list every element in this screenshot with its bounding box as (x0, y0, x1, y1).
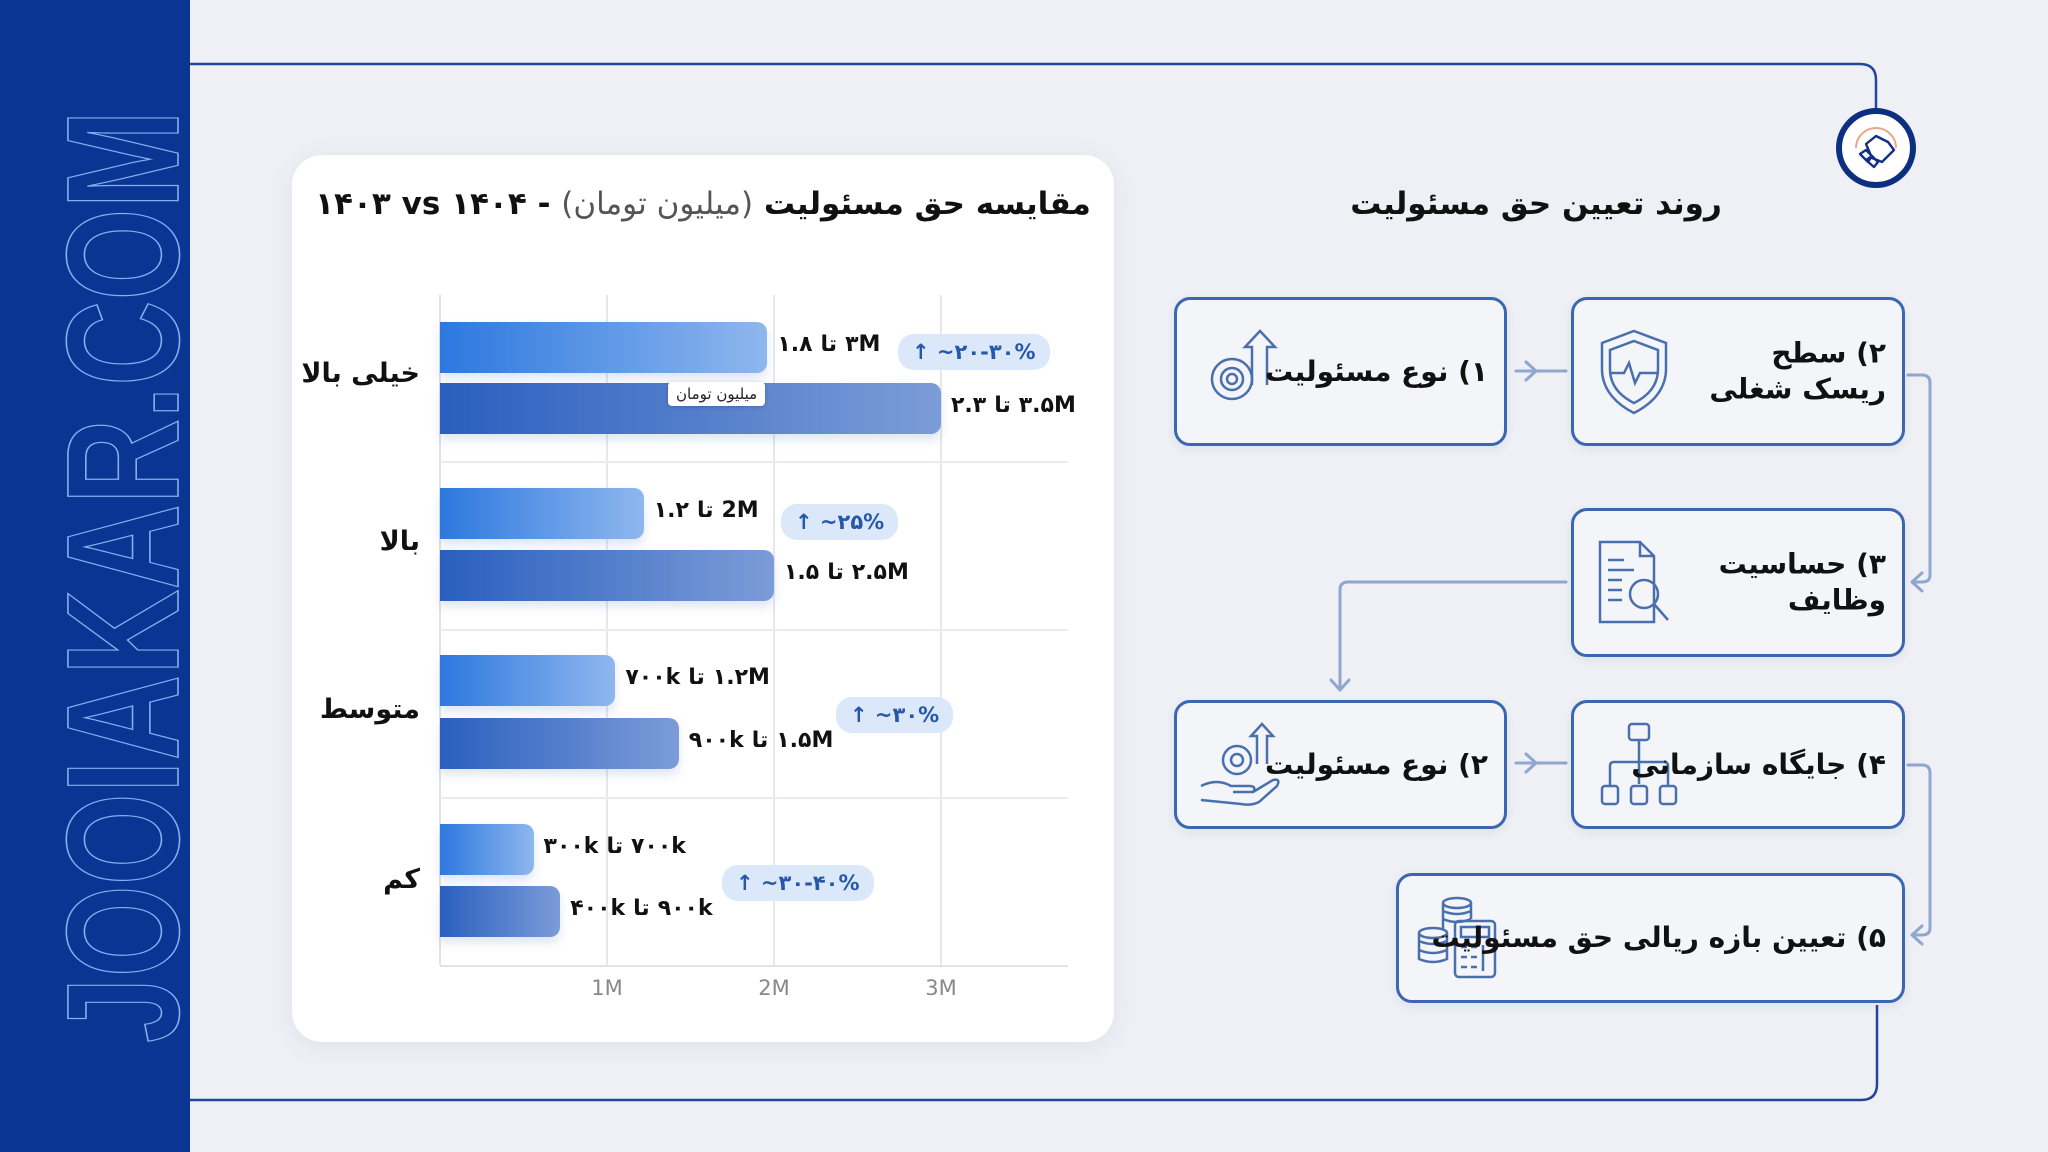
row-separator (440, 629, 1068, 631)
arrow-step4-to-step2b (1514, 752, 1568, 774)
category-label: بالا (379, 526, 420, 557)
x-tick-label: 3M (925, 976, 957, 1000)
row-separator (440, 461, 1068, 463)
gear-arrow-up-icon (1210, 328, 1278, 400)
connector-step3-to-step2b (1329, 580, 1568, 692)
category-label: کم (383, 864, 420, 895)
flow-step-label: ۴) جایگاه سازمانی (1631, 747, 1886, 781)
bar-range-label: ۱.۵ تا ۲.۵M (784, 560, 909, 585)
range-to: ۷۰۰k (630, 834, 686, 859)
bar-range-label: ۷۰۰k تا ۱.۲M (625, 665, 770, 690)
flow-step-label: ۵) تعیین بازه ریالی حق مسئولیت (1431, 920, 1886, 954)
x-tick-label: 2M (758, 976, 790, 1000)
flow-step-3: ۳) حساسیت وظایف (1571, 508, 1905, 657)
x-tick-label: 1M (591, 976, 623, 1000)
change-badge: ↑ ~۳۰% (836, 697, 954, 733)
category-label: متوسط (319, 694, 420, 725)
bar-1404 (440, 550, 774, 601)
range-from: ۴۰۰k (570, 896, 626, 921)
bar-range-label: ۴۰۰k تا ۹۰۰k (570, 896, 712, 921)
bar-1404 (440, 886, 561, 937)
chart-tooltip: میلیون تومان (668, 382, 766, 406)
bar-range-label: ۹۰۰k تا ۱.۵M (689, 728, 834, 753)
chart-title-unit: (میلیون تومان) (561, 186, 754, 222)
arrow-step2-to-step1 (1514, 360, 1568, 382)
range-to: ۱.۲M (712, 665, 770, 690)
connector-step4-to-step5 (1906, 763, 1932, 946)
chart-title-main: مقایسه حق مسئولیت (763, 186, 1091, 222)
range-from: ۳۰۰k (543, 834, 599, 859)
bar-1404 (440, 718, 679, 769)
bar-1403 (440, 488, 644, 539)
bar-range-label: ۱.۲ تا 2M (654, 498, 759, 523)
watermark-logo: JOOIAKAR.COM (32, 109, 190, 1044)
range-conn: تا (994, 393, 1011, 418)
flow-step-label: ۳) حساسیت وظایف (1718, 547, 1886, 617)
change-badge: ↑ ~۲۰-۳۰% (898, 334, 1050, 370)
range-to: 2M (721, 498, 759, 523)
bar-range-label: ۱.۸ تا ۳M (777, 332, 880, 357)
range-conn: تا (606, 834, 623, 859)
range-to: ۳.۵M (1018, 393, 1076, 418)
flow-step-2b: ۲) نوع مسئولیت (1174, 700, 1507, 829)
range-from: ۱.۸ (777, 332, 813, 357)
handshake-logo (1836, 108, 1916, 188)
bar-1403 (440, 655, 616, 706)
flow-step-label: ۲) نوع مسئولیت (1265, 747, 1488, 781)
org-chart-icon (1600, 722, 1678, 805)
x-axis-line (440, 965, 1068, 967)
row-separator (440, 797, 1068, 799)
range-from: ۱.۵ (784, 560, 820, 585)
coins-calculator-icon (1417, 896, 1497, 979)
category-label: خیلی بالا (301, 358, 420, 389)
range-conn: تا (633, 896, 650, 921)
range-conn: تا (820, 332, 838, 357)
document-search-icon (1598, 540, 1669, 623)
chart-title-dash: - (537, 186, 551, 222)
range-conn: تا (688, 665, 705, 690)
flow-step-4: ۴) جایگاه سازمانی (1571, 700, 1905, 829)
flow-step-2: ۲) سطح ریسک شغلی (1571, 297, 1905, 446)
bar-range-label: ۲.۳ تا ۳.۵M (951, 393, 1076, 418)
bar-range-label: ۳۰۰k تا ۷۰۰k (544, 834, 686, 859)
flow-step-1: ۱) نوع مسئولیت (1174, 297, 1507, 446)
chart-title: مقایسه حق مسئولیت (میلیون تومان) - ۱۴۰۳ … (292, 186, 1114, 222)
hand-gear-icon (1200, 721, 1280, 806)
brand-sidebar: JOOIAKAR.COM (0, 0, 190, 1152)
range-from: ۱.۲ (653, 498, 689, 523)
bar-1403 (440, 322, 768, 373)
range-from: ۲.۳ (951, 393, 987, 418)
svg-text:JOOIAKAR.COM: JOOIAKAR.COM (33, 110, 190, 1043)
range-conn: تا (827, 560, 844, 585)
shield-heartbeat-icon (1600, 329, 1668, 414)
range-from: ۹۰۰k (688, 728, 744, 753)
range-to: ۳M (845, 332, 881, 357)
flow-step-label: ۱) نوع مسئولیت (1265, 354, 1488, 388)
range-conn: تا (696, 498, 714, 523)
change-badge: ↑ ~۲۵% (781, 504, 899, 540)
flow-title: روند تعیین حق مسئولیت (1350, 186, 1722, 222)
chart-title-years: ۱۴۰۳ vs ۱۴۰۴ (315, 186, 527, 222)
flow-step-5: ۵) تعیین بازه ریالی حق مسئولیت (1396, 873, 1905, 1003)
flow-step-label: ۲) سطح ریسک شغلی (1709, 336, 1886, 406)
handshake-icon (1855, 127, 1897, 169)
range-to: ۲.۵M (851, 560, 909, 585)
range-to: ۹۰۰k (657, 896, 713, 921)
range-from: ۷۰۰k (625, 665, 681, 690)
change-badge: ↑ ~۳۰-۴۰% (722, 865, 874, 901)
bar-1403 (440, 824, 534, 875)
connector-step2-to-step3 (1906, 373, 1932, 593)
range-to: ۱.۵M (776, 728, 834, 753)
range-conn: تا (751, 728, 769, 753)
